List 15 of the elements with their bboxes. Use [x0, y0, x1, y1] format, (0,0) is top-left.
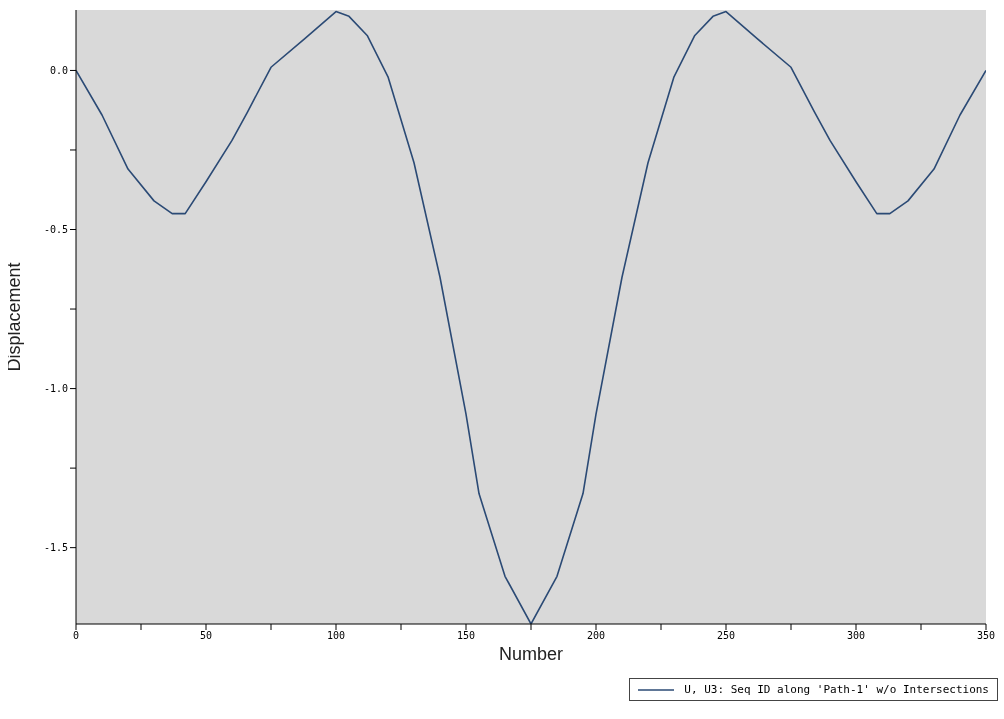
legend-label: U, U3: Seq ID along 'Path-1' w/o Intersections: [684, 683, 989, 696]
x-tick-label: 350: [976, 630, 996, 642]
y-tick-label: -1.0: [43, 383, 68, 395]
x-tick-label: 100: [326, 630, 346, 642]
x-tick-label: 200: [586, 630, 606, 642]
x-tick-label: 250: [716, 630, 736, 642]
y-axis-title: Displacement: [4, 262, 25, 372]
y-tick-label: -0.5: [43, 224, 68, 236]
x-tick-label: 0: [72, 630, 80, 642]
y-tick-label: 0.0: [49, 65, 68, 76]
y-tick-label: -1.5: [43, 542, 68, 554]
x-axis-title: Number: [498, 644, 564, 664]
x-tick-label: 300: [846, 630, 866, 642]
x-tick-label: 50: [199, 630, 213, 642]
x-tick-label: 150: [456, 630, 476, 642]
